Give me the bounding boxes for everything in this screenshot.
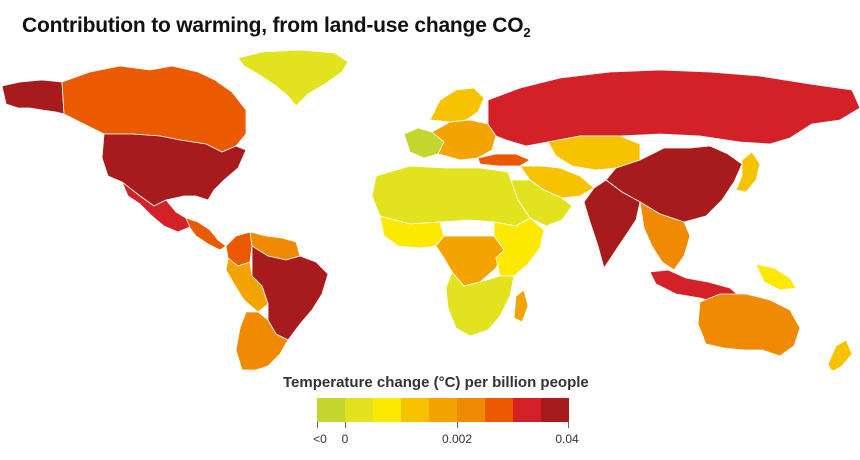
region-greenland <box>237 50 349 107</box>
legend-tick-label: 0.04 <box>555 432 579 446</box>
region-central-america <box>185 217 227 251</box>
region-peru <box>225 257 269 313</box>
legend-ticks <box>317 422 569 430</box>
region-madagascar <box>513 289 529 323</box>
region-central-africa <box>435 235 505 287</box>
legend-swatch <box>513 398 541 422</box>
region-russia <box>487 69 860 147</box>
region-japan <box>735 151 761 193</box>
region-turkey <box>477 153 531 167</box>
legend-tick-label: 0 <box>341 432 349 446</box>
region-papua-new-guinea <box>755 263 797 291</box>
region-southeast-asia <box>639 201 691 271</box>
region-argentina <box>235 311 289 370</box>
legend-swatch <box>401 398 429 422</box>
region-australia <box>697 293 801 357</box>
legend-color-scale <box>317 398 569 422</box>
legend-tick <box>568 422 569 428</box>
legend-swatch <box>541 398 569 422</box>
region-southern-africa <box>445 271 515 337</box>
legend-tick-label: 0.002 <box>441 432 473 446</box>
legend-title: Temperature change (°C) per billion peop… <box>283 374 589 391</box>
legend-tick <box>457 422 458 428</box>
region-scandinavia <box>429 87 485 123</box>
region-alaska <box>1 79 65 115</box>
legend-swatch <box>373 398 401 422</box>
legend-swatch <box>345 398 373 422</box>
legend-swatch <box>429 398 457 422</box>
region-india <box>583 179 641 269</box>
legend-swatch <box>457 398 485 422</box>
region-new-zealand <box>827 339 853 370</box>
legend-tick-label: <0 <box>313 432 327 446</box>
chart-title: Contribution to warming, from land-use c… <box>22 14 531 41</box>
region-europe <box>431 119 497 161</box>
world-map <box>1 50 860 370</box>
region-east-africa <box>493 217 545 277</box>
legend-swatch <box>317 398 345 422</box>
legend-swatch <box>485 398 513 422</box>
legend-tick <box>345 422 346 428</box>
legend-tick <box>317 422 318 428</box>
title-subscript: 2 <box>523 25 531 41</box>
region-north-africa <box>371 165 531 227</box>
title-text: Contribution to warming, from land-use c… <box>22 14 524 37</box>
